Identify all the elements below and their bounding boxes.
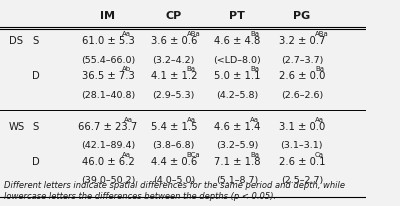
Text: 7.1 ± 1.8: 7.1 ± 1.8 [214,157,260,167]
Text: BCa: BCa [187,152,200,158]
Text: (3.2–4.2): (3.2–4.2) [153,56,195,65]
Text: (2.5–2.7): (2.5–2.7) [281,176,323,185]
Text: 5.0 ± 1.1: 5.0 ± 1.1 [214,71,260,81]
Text: CP: CP [166,12,182,21]
Text: (28.1–40.8): (28.1–40.8) [81,91,135,100]
Text: Different letters indicate spatial differences for the same period and depth, wh: Different letters indicate spatial diffe… [4,181,345,201]
Text: Ab: Ab [122,67,131,73]
Text: (2.7–3.7): (2.7–3.7) [281,56,323,65]
Text: Ba: Ba [315,67,324,73]
Text: 36.5 ± 7.3: 36.5 ± 7.3 [82,71,134,81]
Text: 3.6 ± 0.6: 3.6 ± 0.6 [151,36,197,46]
Text: (3.2–5.9): (3.2–5.9) [216,141,258,150]
Text: ABa: ABa [187,32,200,37]
Text: Aa: Aa [124,117,132,123]
Text: Aa: Aa [187,117,196,123]
Text: Ba: Ba [250,152,259,158]
Text: Ca: Ca [315,152,324,158]
Text: 2.6 ± 0.0: 2.6 ± 0.0 [279,71,325,81]
Text: (55.4–66.0): (55.4–66.0) [81,56,135,65]
Text: (3.1–3.1): (3.1–3.1) [281,141,323,150]
Text: (39.0–50.2): (39.0–50.2) [81,176,135,185]
Text: 4.4 ± 0.6: 4.4 ± 0.6 [151,157,197,167]
Text: DS: DS [9,36,23,46]
Text: Ba: Ba [250,32,259,37]
Text: 5.4 ± 1.5: 5.4 ± 1.5 [150,122,197,132]
Text: 4.6 ± 1.4: 4.6 ± 1.4 [214,122,260,132]
Text: 61.0 ± 5.3: 61.0 ± 5.3 [82,36,134,46]
Text: PG: PG [293,12,310,21]
Text: 2.6 ± 0.1: 2.6 ± 0.1 [279,157,325,167]
Text: PT: PT [229,12,245,21]
Text: (4.2–5.8): (4.2–5.8) [216,91,258,100]
Text: (5.1–8.7): (5.1–8.7) [216,176,258,185]
Text: (42.1–89.4): (42.1–89.4) [81,141,135,150]
Text: Ba: Ba [187,67,196,73]
Text: Ba: Ba [250,67,259,73]
Text: WS: WS [9,122,25,132]
Text: (4.0–5.0): (4.0–5.0) [153,176,195,185]
Text: IM: IM [100,12,116,21]
Text: 4.6 ± 4.8: 4.6 ± 4.8 [214,36,260,46]
Text: 3.2 ± 0.7: 3.2 ± 0.7 [279,36,325,46]
Text: D: D [32,157,40,167]
Text: S: S [33,122,39,132]
Text: D: D [32,71,40,81]
Text: ABa: ABa [315,32,329,37]
Text: (2.6–2.6): (2.6–2.6) [281,91,323,100]
Text: Aa: Aa [250,117,259,123]
Text: 3.1 ± 0.0: 3.1 ± 0.0 [279,122,325,132]
Text: (2.9–5.3): (2.9–5.3) [153,91,195,100]
Text: Aa: Aa [122,32,131,37]
Text: (<LD–8.0): (<LD–8.0) [213,56,261,65]
Text: Aa: Aa [315,117,324,123]
Text: (3.8–6.8): (3.8–6.8) [153,141,195,150]
Text: Aa: Aa [122,152,131,158]
Text: S: S [33,36,39,46]
Text: 66.7 ± 23.7: 66.7 ± 23.7 [78,122,138,132]
Text: 4.1 ± 1.2: 4.1 ± 1.2 [150,71,197,81]
Text: 46.0 ± 6.2: 46.0 ± 6.2 [82,157,134,167]
